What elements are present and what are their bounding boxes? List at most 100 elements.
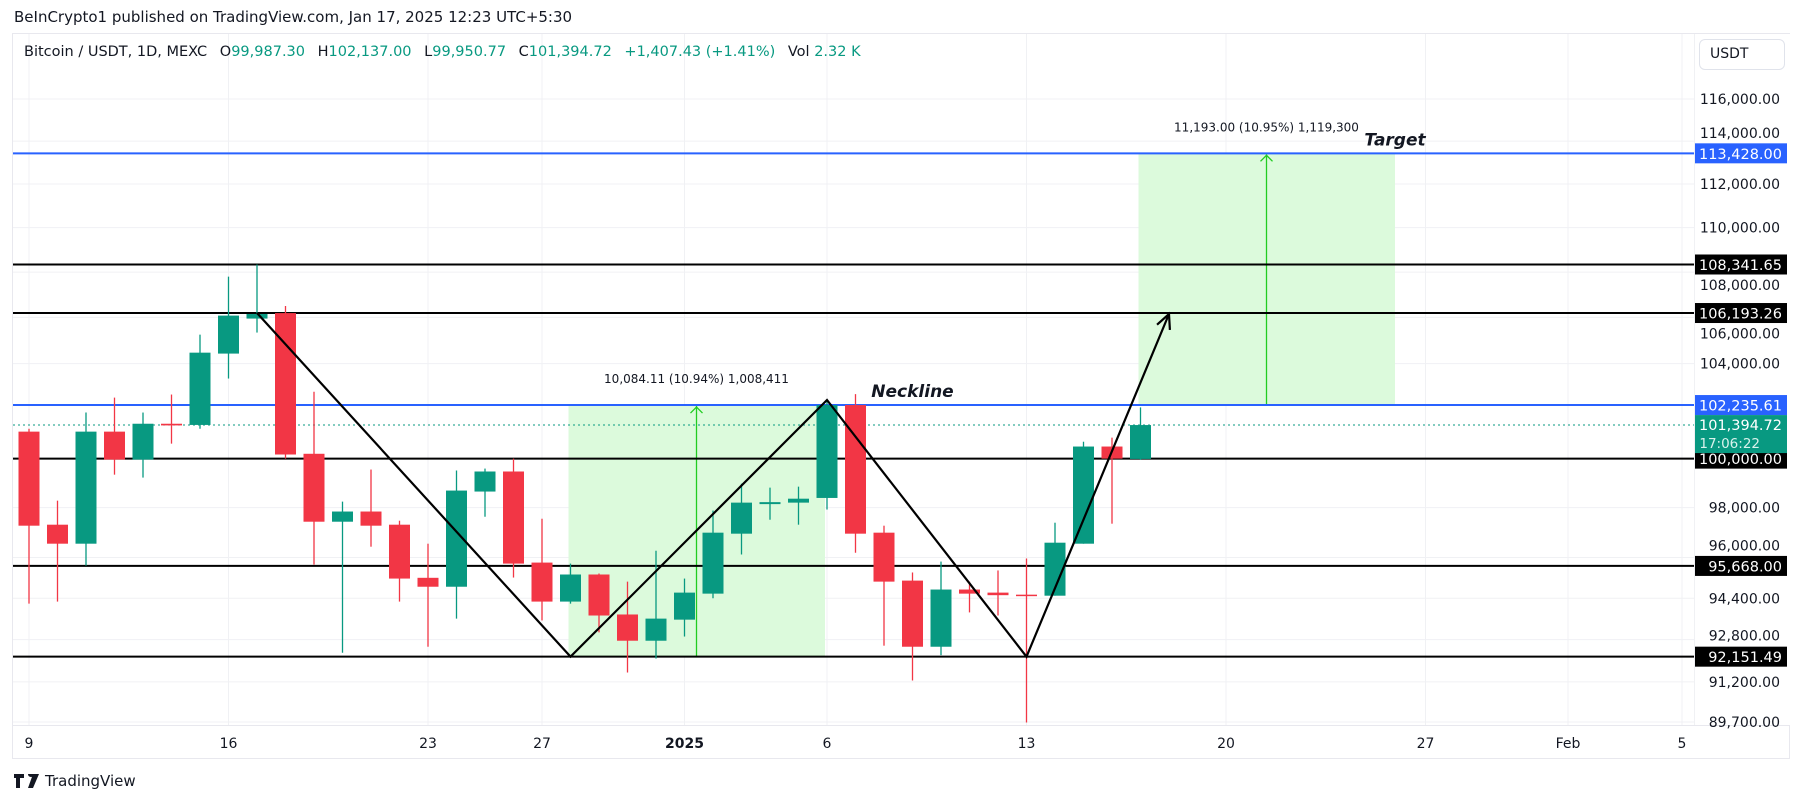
legend-change: +1,407.43 (+1.41%): [624, 44, 776, 60]
price-level-badge: [1695, 646, 1787, 667]
legend-low-label: L: [424, 44, 433, 60]
candle-body: [360, 511, 382, 526]
candle-body: [474, 471, 496, 492]
candle-body: [617, 614, 638, 641]
candle: [104, 397, 125, 475]
y-tick-label: 89,700.00: [1709, 715, 1780, 731]
candle-body: [132, 423, 154, 460]
annotation-target: Target: [1364, 130, 1426, 150]
legend-symbol[interactable]: Bitcoin / USDT, 1D, MEXC: [24, 44, 208, 60]
candle-body: [47, 524, 68, 544]
candle-body: [588, 574, 610, 616]
candle: [702, 510, 724, 599]
candle-body: [674, 592, 695, 620]
legend-close: 101,394.72: [528, 44, 612, 60]
candle-body: [1016, 594, 1037, 597]
candle: [759, 487, 781, 520]
candle: [303, 391, 325, 565]
candle: [1044, 522, 1066, 596]
x-tick-label: 9: [25, 736, 34, 752]
currency-button[interactable]: USDT: [1699, 39, 1785, 70]
candle-body: [930, 589, 952, 647]
x-tick-label: 6: [823, 736, 832, 752]
candle: [645, 550, 667, 659]
last-price-label: 101,394.72: [1699, 418, 1782, 434]
price-level-badge-label: 100,000.00: [1699, 452, 1782, 468]
price-range-label: 10,084.11 (10.94%) 1,008,411: [604, 372, 789, 386]
candle-body: [275, 313, 296, 455]
plot-area: 10,084.11 (10.94%) 1,008,411 11,193.00 (1…: [13, 34, 1694, 725]
x-tick-label: 20: [1217, 736, 1235, 752]
price-range-arrowhead: [690, 406, 703, 414]
last-price-badge: [1695, 415, 1787, 454]
x-tick-label: 2025: [665, 736, 704, 752]
price-level-badge-label: 113,428.00: [1699, 147, 1782, 163]
price-range-arrowhead: [1260, 154, 1273, 162]
legend-open-label: O: [219, 44, 232, 60]
countdown-label: 17:06:22: [1699, 436, 1760, 452]
candle-body: [389, 524, 410, 579]
candle-body: [702, 532, 724, 594]
y-tick-label: 96,000.00: [1709, 539, 1780, 555]
publisher-line: BeInCrypto1 published on TradingView.com…: [14, 8, 573, 26]
candle-body: [1073, 446, 1094, 544]
legend-vol: 2.32 K: [814, 44, 861, 60]
price-level-badge: [1695, 143, 1787, 164]
legend-high-label: H: [317, 44, 329, 60]
candle: [161, 394, 182, 444]
candle: [417, 543, 439, 647]
candle: [132, 412, 154, 478]
candle: [218, 276, 239, 379]
price-level-badge: [1695, 254, 1787, 275]
candle-body: [788, 498, 809, 503]
candle: [588, 573, 610, 633]
price-level-badge-label: 106,193.26: [1699, 307, 1782, 323]
y-tick-label: 94,400.00: [1709, 591, 1780, 607]
candle: [360, 469, 382, 547]
price-level-badge: [1695, 555, 1787, 576]
candle-body: [246, 314, 268, 319]
candle-body: [503, 471, 524, 564]
annotation-neckline: Neckline: [871, 382, 953, 402]
price-level-badge-label: 102,235.61: [1699, 399, 1782, 415]
legend-vol-label: Vol: [787, 44, 810, 60]
x-tick-label: Feb: [1556, 736, 1581, 752]
candle-body: [1044, 542, 1066, 596]
y-tick-label: 104,000.00: [1700, 357, 1780, 373]
candle: [930, 561, 952, 656]
candle: [47, 500, 68, 602]
legend-high: 102,137.00: [328, 44, 412, 60]
candle-body: [446, 490, 467, 587]
candle-body: [731, 502, 752, 534]
zigzag-pattern-line: [256, 312, 1171, 659]
tradingview-logo-text: TradingView: [45, 772, 136, 790]
price-level-badge: [1695, 448, 1787, 469]
y-tick-label: 106,000.00: [1700, 326, 1780, 342]
tradingview-logo[interactable]: TradingView: [14, 772, 136, 790]
candle: [1130, 407, 1151, 460]
candle-body: [104, 431, 125, 460]
x-tick-label: 16: [220, 736, 238, 752]
candle: [531, 518, 553, 621]
x-tick-label: 5: [1678, 736, 1687, 752]
y-tick-label: 92,800.00: [1709, 629, 1780, 645]
legend-open: 99,987.30: [231, 44, 305, 60]
candle-body: [873, 532, 895, 582]
y-tick-label: 116,000.00: [1700, 92, 1780, 108]
y-tick-label: 114,000.00: [1700, 126, 1780, 142]
price-level-badge: [1695, 395, 1787, 416]
candle-body: [959, 589, 980, 594]
candle: [389, 520, 410, 602]
candle: [987, 570, 1009, 616]
candle-body: [645, 618, 667, 641]
x-tick-label: 13: [1018, 736, 1036, 752]
candle: [474, 468, 496, 517]
y-tick-label: 98,000.00: [1709, 501, 1780, 517]
candle: [816, 399, 838, 510]
x-tick-label: 27: [1417, 736, 1435, 752]
candle: [189, 334, 211, 429]
y-tick-label: 110,000.00: [1700, 221, 1780, 237]
candle-body: [75, 431, 97, 544]
x-tick-label: 23: [419, 736, 437, 752]
